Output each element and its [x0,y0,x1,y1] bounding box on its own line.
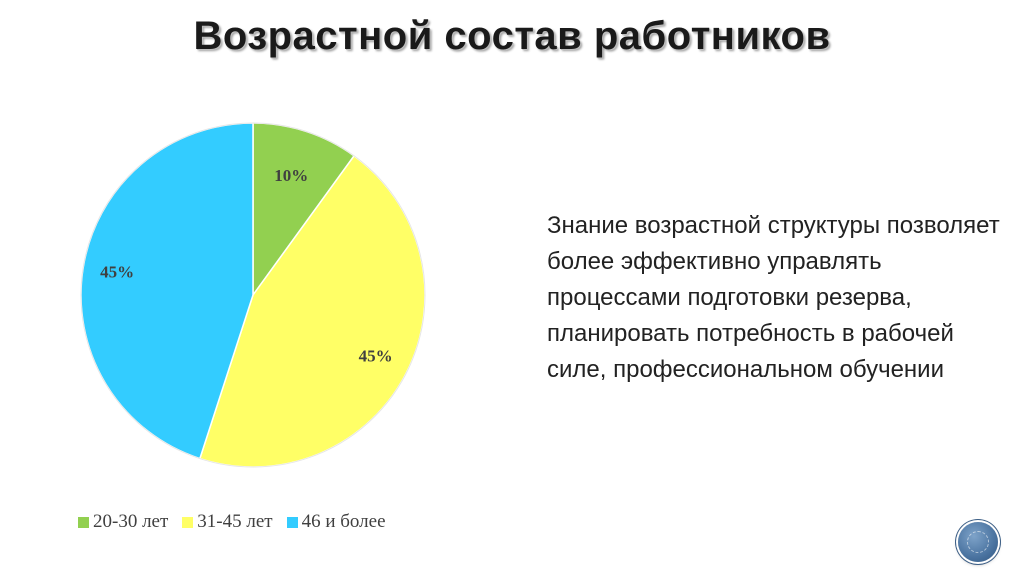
legend-label-46-plus: 46 и более [301,511,386,532]
chart-legend: 20-30 лет 31-45 лет 46 и более [78,511,386,533]
pie-slices [80,122,426,468]
description-text: Знание возрастной структуры позволяет бо… [547,212,1000,383]
legend-item-20-30: 20-30 лет [78,511,168,533]
pie-outline [80,122,426,468]
pie-label-31-45: 45% [359,346,393,365]
legend-swatch-31-45 [182,516,194,528]
legend-item-46-plus: 46 и более [286,511,386,533]
navigation-circle-icon[interactable] [958,522,998,562]
legend-label-31-45: 31-45 лет [197,511,273,532]
slide-title: Возрастной состав работников [193,14,831,58]
legend-swatch-20-30 [78,516,89,528]
legend-item-31-45: 31-45 лет [182,511,273,533]
pie-labels: 10% 45% 45% [100,166,393,365]
pie-label-46-plus: 45% [100,262,134,281]
legend-label-20-30: 20-30 лет [93,511,169,532]
legend-swatch-46-plus [286,516,298,528]
pie-label-20-30: 10% [274,166,308,185]
